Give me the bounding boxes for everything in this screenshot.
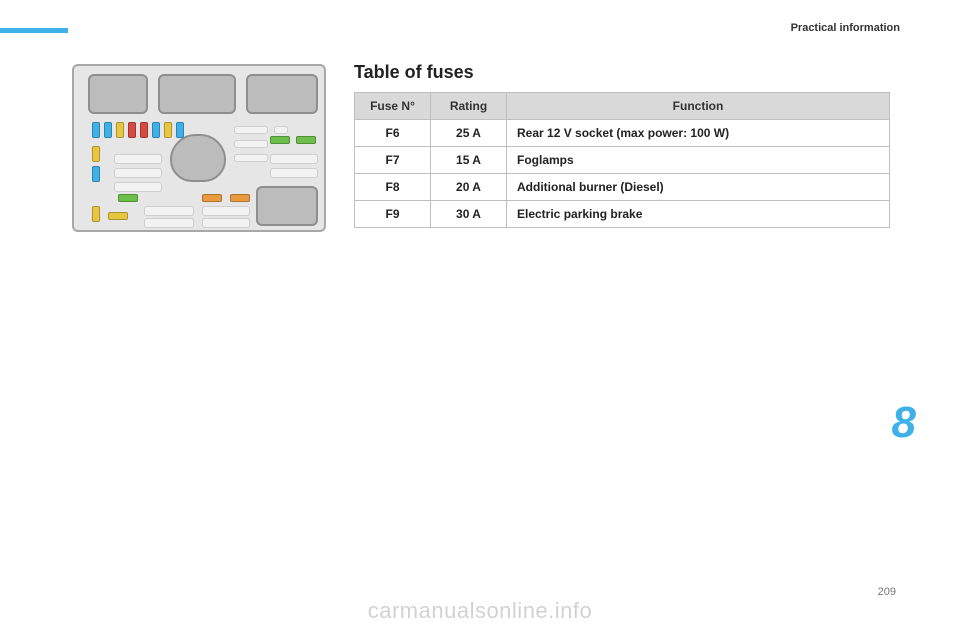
cell-function: Additional burner (Diesel) <box>507 174 890 201</box>
fuse-icon <box>118 194 138 202</box>
fuse-icon <box>92 166 100 182</box>
cell-fuse: F9 <box>355 201 431 228</box>
cell-rating: 30 A <box>431 201 507 228</box>
fuse-icon <box>164 122 172 138</box>
fuse-icon <box>128 122 136 138</box>
fuse-icon <box>176 122 184 138</box>
cell-function: Electric parking brake <box>507 201 890 228</box>
fuse-icon <box>140 122 148 138</box>
fuse-icon <box>202 194 222 202</box>
col-function: Function <box>507 93 890 120</box>
empty-slot <box>234 140 268 148</box>
fuse-icon <box>230 194 250 202</box>
fusebox-diagram <box>72 64 326 232</box>
watermark: carmanualsonline.info <box>0 598 960 624</box>
empty-slot <box>114 168 162 178</box>
empty-slot <box>144 206 194 216</box>
cell-function: Foglamps <box>507 147 890 174</box>
fuse-icon <box>108 212 128 220</box>
cell-function: Rear 12 V socket (max power: 100 W) <box>507 120 890 147</box>
table-heading: Table of fuses <box>354 62 474 83</box>
cell-fuse: F8 <box>355 174 431 201</box>
chapter-number: 8 <box>892 398 916 448</box>
relay-block-round <box>170 134 226 182</box>
table-row: F9 30 A Electric parking brake <box>355 201 890 228</box>
table-row: F7 15 A Foglamps <box>355 147 890 174</box>
cell-fuse: F6 <box>355 120 431 147</box>
empty-slot <box>274 126 288 134</box>
table-row: F8 20 A Additional burner (Diesel) <box>355 174 890 201</box>
empty-slot <box>270 168 318 178</box>
page-number: 209 <box>878 586 896 598</box>
empty-slot <box>202 206 250 216</box>
empty-slot <box>114 154 162 164</box>
cell-fuse: F7 <box>355 147 431 174</box>
cell-rating: 25 A <box>431 120 507 147</box>
relay-block <box>88 74 148 114</box>
fuse-icon <box>92 146 100 162</box>
empty-slot <box>234 154 268 162</box>
fuse-icon <box>152 122 160 138</box>
cell-rating: 15 A <box>431 147 507 174</box>
fuse-icon <box>296 136 316 144</box>
fuse-icon <box>116 122 124 138</box>
fuse-icon <box>270 136 290 144</box>
cell-rating: 20 A <box>431 174 507 201</box>
section-label: Practical information <box>791 22 900 34</box>
table-header-row: Fuse N° Rating Function <box>355 93 890 120</box>
relay-block <box>246 74 318 114</box>
table-row: F6 25 A Rear 12 V socket (max power: 100… <box>355 120 890 147</box>
empty-slot <box>144 218 194 228</box>
fuse-icon <box>92 122 100 138</box>
fuses-table: Fuse N° Rating Function F6 25 A Rear 12 … <box>354 92 890 228</box>
thumb-tab <box>0 28 68 33</box>
relay-block <box>158 74 236 114</box>
empty-slot <box>270 154 318 164</box>
empty-slot <box>202 218 250 228</box>
col-rating: Rating <box>431 93 507 120</box>
empty-slot <box>234 126 268 134</box>
empty-slot <box>114 182 162 192</box>
fuse-icon <box>92 206 100 222</box>
col-fuse: Fuse N° <box>355 93 431 120</box>
fuse-icon <box>104 122 112 138</box>
relay-block <box>256 186 318 226</box>
